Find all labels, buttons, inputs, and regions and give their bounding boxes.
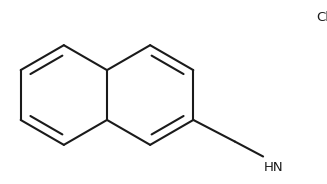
Text: Cl: Cl <box>317 11 327 24</box>
Text: HN: HN <box>264 161 284 174</box>
